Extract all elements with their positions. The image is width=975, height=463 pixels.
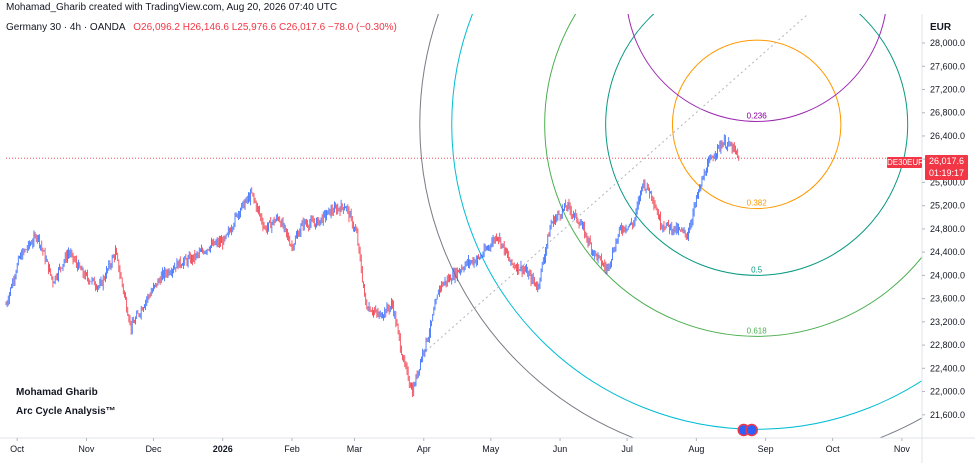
bar-countdown: 01:19:17 [928,168,965,178]
x-tick-label: Aug [688,444,704,454]
currency-label: EUR [930,22,952,33]
y-tick-label: 25,200.0 [930,201,965,211]
y-tick-label: 22,000.0 [930,387,965,397]
y-tick-label: 27,200.0 [930,85,965,95]
y-tick-label: 27,600.0 [930,61,965,71]
high-value: H26,146.6 [182,22,229,33]
x-tick-label: Apr [417,444,431,454]
open-value: O26,096.2 [133,22,180,33]
watermark-title: Arc Cycle Analysis™ [16,406,116,417]
event-marker-icon [745,423,758,437]
fib-arc [671,39,842,210]
last-price-box: 26,017.6 01:19:17 [925,155,968,180]
axes: 21,600.0 22,000.0 22,400.0 22,800.0 23,200.0… [0,14,975,463]
candles [5,134,740,398]
x-tick-label: Mar [347,444,363,454]
x-tick-label: Dec [145,444,162,454]
fib-arc-label: 0.618 [747,326,768,335]
y-tick-label: 24,400.0 [930,247,965,257]
fib-arc-label: 0.236 [747,111,768,120]
x-tick-label: Feb [284,444,300,454]
low-value: L25,976.6 [231,22,277,33]
y-tick-label: 22,400.0 [930,363,965,373]
y-tick-label: 25,600.0 [930,177,965,187]
close-value: C26,017.6 [278,22,326,33]
y-tick-label: 23,200.0 [930,317,965,327]
y-tick-label: 23,600.0 [930,294,965,304]
x-tick-label: Oct [826,444,841,454]
x-tick-label: Nov [894,444,911,454]
x-tick-label: Oct [10,444,25,454]
last-price: 26,017.6 [928,156,965,166]
chart-credit: Mohamad_Gharib created with TradingView.… [6,2,338,13]
fib-arc-label: 0.382 [747,199,768,208]
fib-arc [605,14,909,276]
y-tick-label: 24,000.0 [930,270,965,280]
y-tick-label: 22,800.0 [930,340,965,350]
fib-arc [451,14,922,430]
x-tick-label: Nov [78,444,95,454]
change-value: −78.0 (−0.30%) [327,22,397,33]
fib-arc-label: 0.5 [751,265,763,274]
y-tick-label: 21,600.0 [930,410,965,420]
y-tick-label: 26,800.0 [930,108,965,118]
x-tick-label: Sep [758,444,774,454]
x-tick-label: May [482,444,500,454]
symbol-price-tag: DE30EUR [887,157,924,168]
watermark-author: Mohamad Gharib [16,387,98,398]
x-tick-label: 2026 [213,444,233,454]
y-tick-label: 28,000.0 [930,38,965,48]
fib-arc [544,14,922,337]
y-tick-label: 24,800.0 [930,224,965,234]
fib-arc-purple [627,14,886,122]
ohlc-legend: Germany 30 · 4h · OANDA O26,096.2 H26,14… [6,22,397,33]
y-tick-label: 26,400.0 [930,131,965,141]
fib-arc [419,14,922,438]
x-tick-label: Jul [621,444,633,454]
x-tick-label: Jun [553,444,568,454]
symbol-name[interactable]: Germany 30 · 4h · OANDA [6,22,126,33]
fib-arc-label: 0.236 [747,111,768,120]
